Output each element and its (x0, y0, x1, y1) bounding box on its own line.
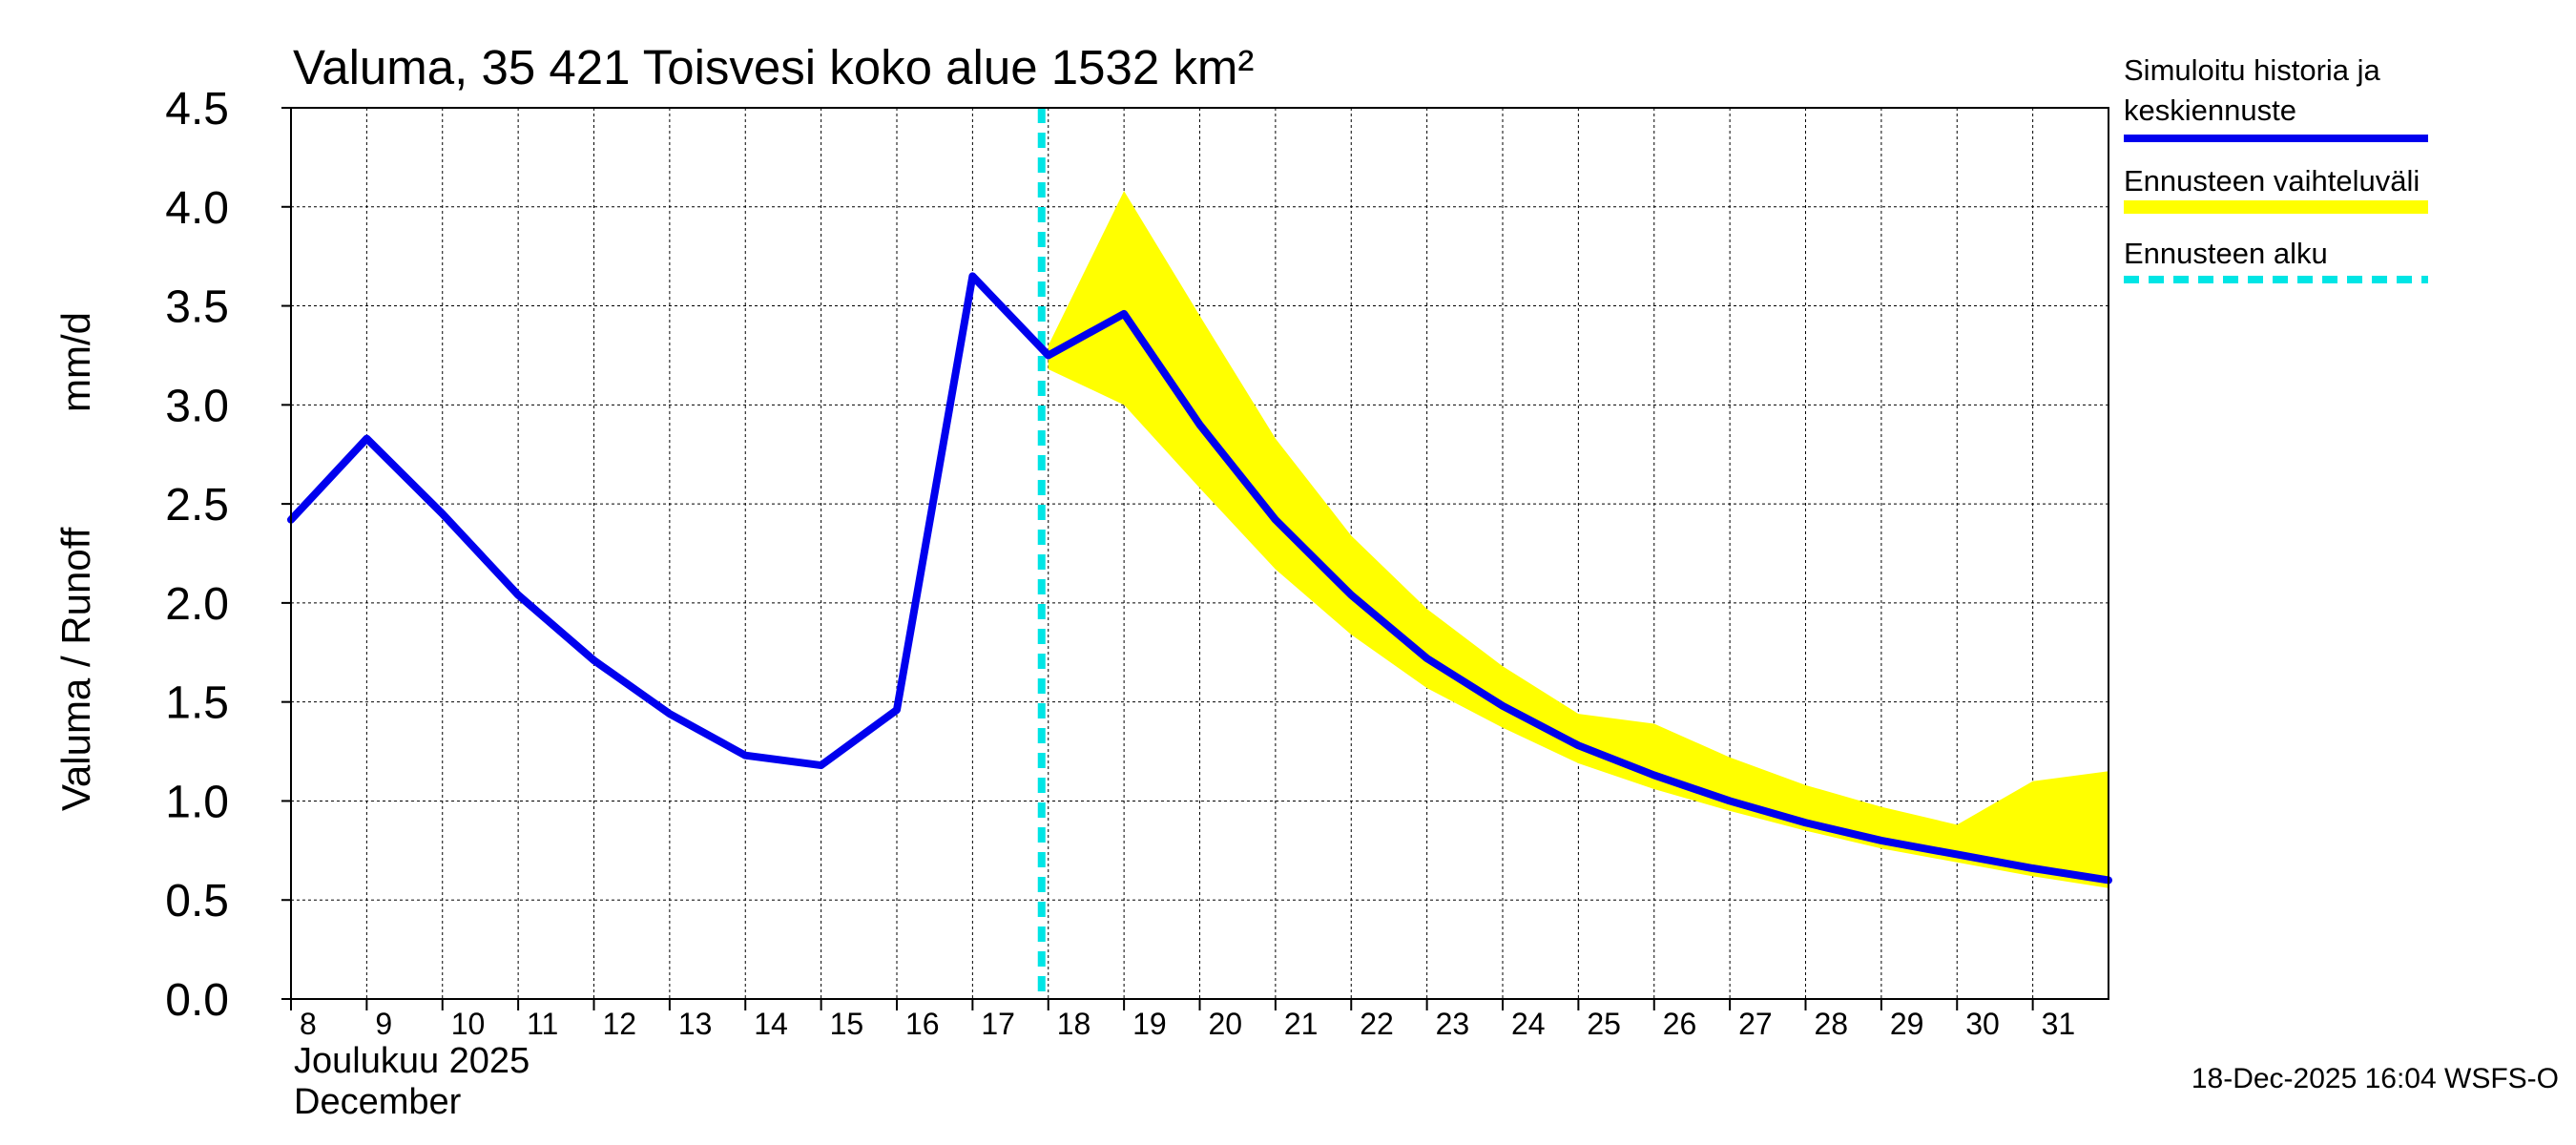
x-tick-label: 24 (1511, 1007, 1546, 1041)
series-layer (287, 272, 2112, 885)
y-tick-label: 0.0 (165, 975, 229, 1026)
x-tick-label: 21 (1284, 1007, 1319, 1041)
x-tick-label: 11 (527, 1007, 558, 1041)
y-axis-label: Valuma / Runoff (53, 527, 98, 811)
x-tick-label: 8 (300, 1007, 317, 1041)
y-tick-label: 2.0 (165, 579, 229, 630)
x-tick-label: 19 (1132, 1007, 1167, 1041)
grid (291, 108, 2109, 999)
footer-timestamp: 18-Dec-2025 16:04 WSFS-O (2192, 1063, 2559, 1094)
x-tick-label: 12 (603, 1007, 637, 1041)
y-tick-label: 4.5 (165, 84, 229, 135)
x-tick-label: 14 (754, 1007, 788, 1041)
x-tick-label: 16 (905, 1007, 940, 1041)
month-label-en: December (294, 1082, 462, 1122)
y-tick-label: 1.5 (165, 678, 229, 729)
x-tick-label: 25 (1587, 1007, 1621, 1041)
legend-label-forecast-start: Ennusteen alku (2124, 237, 2328, 270)
y-tick-label: 1.0 (165, 777, 229, 827)
y-axis-unit: mm/d (53, 312, 98, 412)
x-tick-label: 29 (1890, 1007, 1924, 1041)
x-tick-label: 9 (375, 1007, 392, 1041)
x-tick-label: 22 (1360, 1007, 1394, 1041)
y-tick-label: 0.5 (165, 876, 229, 926)
legend-label-series-1a: Simuloitu historia ja (2124, 53, 2381, 87)
chart-title: Valuma, 35 421 Toisvesi koko alue 1532 k… (293, 40, 1254, 94)
x-tick-label: 17 (981, 1007, 1015, 1041)
month-label-fi: Joulukuu 2025 (294, 1041, 530, 1081)
x-tick-label: 27 (1738, 1007, 1773, 1041)
x-tick-label: 28 (1815, 1007, 1849, 1041)
y-tick-label: 4.0 (165, 183, 229, 234)
legend-label-series-1b: keskiennuste (2124, 94, 2296, 127)
legend-label-band: Ennusteen vaihteluväli (2124, 164, 2420, 198)
x-tick-label: 18 (1057, 1007, 1091, 1041)
legend: Simuloitu historia ja keskiennuste Ennus… (2124, 53, 2428, 283)
x-tick-label: 31 (2042, 1007, 2076, 1041)
x-axis: 8 9 10 11 12 13 14 15 16 17 18 19 20 21 22 23 24 25 26 27 28… (290, 999, 2076, 1041)
x-tick-label: 26 (1663, 1007, 1697, 1041)
x-tick-label: 30 (1965, 1007, 2000, 1041)
x-tick-label: 20 (1209, 1007, 1243, 1041)
y-tick-label: 2.5 (165, 480, 229, 531)
x-tick-label: 10 (451, 1007, 486, 1041)
x-tick-label: 23 (1436, 1007, 1470, 1041)
runoff-series-line (287, 272, 2112, 885)
y-axis: 0.0 0.5 1.0 1.5 2.0 2.5 3.0 3.5 4.0 4.5 (165, 84, 291, 1026)
y-tick-label: 3.0 (165, 381, 229, 431)
x-tick-label: 13 (678, 1007, 713, 1041)
y-tick-label: 3.5 (165, 282, 229, 333)
x-tick-label: 15 (830, 1007, 864, 1041)
